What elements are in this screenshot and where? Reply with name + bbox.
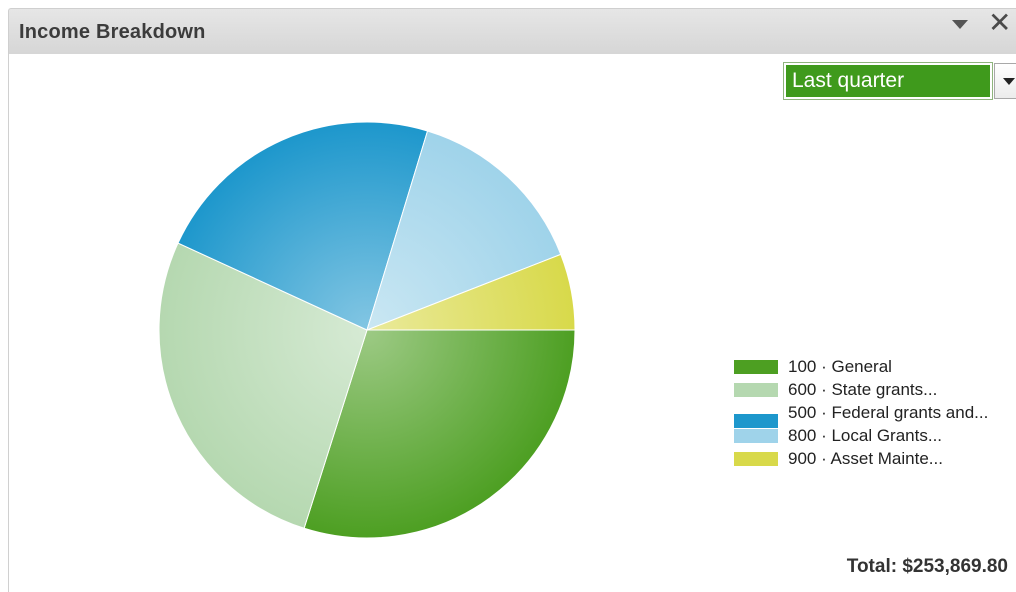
panel-header-bar: Income Breakdown <box>8 8 1016 54</box>
pie-slice[interactable] <box>177 121 429 331</box>
legend-label: 100 · General <box>788 357 892 376</box>
period-select-value[interactable]: Last quarter <box>783 62 993 100</box>
period-dropdown-button[interactable] <box>994 63 1016 99</box>
chart-legend: 100 · General 600 · State grants... 500 · … <box>734 356 1016 471</box>
chevron-down-icon <box>1003 78 1015 85</box>
legend-label: 800 · Local Grants... <box>788 426 943 445</box>
legend-item: 800 · Local Grants... <box>734 425 1016 447</box>
legend-swatch <box>734 360 778 374</box>
legend-swatch <box>734 429 778 443</box>
total-amount: Total: $253,869.80 <box>846 556 1008 577</box>
chevron-down-icon[interactable] <box>952 20 968 29</box>
close-icon[interactable]: ✕ <box>988 7 1012 38</box>
panel-header: Income Breakdown ✕ <box>0 0 1016 58</box>
legend-item: 600 · State grants... <box>734 379 1016 401</box>
pie-slice[interactable] <box>366 253 576 331</box>
legend-item: 500 · Federal grants and... <box>734 402 1016 428</box>
period-select[interactable]: Last quarter <box>783 62 1016 100</box>
legend-swatch <box>734 414 778 428</box>
legend-swatch <box>734 383 778 397</box>
legend-item: 100 · General <box>734 356 1016 378</box>
legend-label: 600 · State grants... <box>788 380 938 399</box>
pie-slice[interactable] <box>303 329 576 539</box>
pie-slice[interactable] <box>366 130 562 331</box>
legend-label: 500 · Federal grants and... <box>788 403 989 422</box>
legend-label: 900 · Asset Mainte... <box>788 449 943 468</box>
panel-title: Income Breakdown <box>19 21 206 43</box>
legend-item: 900 · Asset Mainte... <box>734 448 1016 470</box>
legend-swatch <box>734 452 778 466</box>
pie-slice[interactable] <box>158 242 368 529</box>
